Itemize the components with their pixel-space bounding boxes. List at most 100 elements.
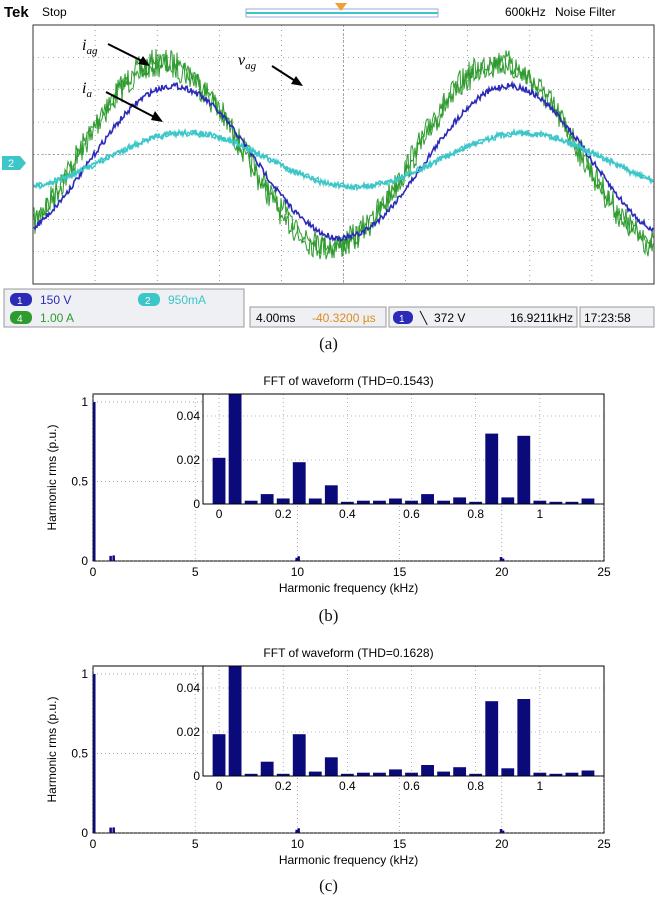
y-tick-label: 0 <box>81 826 88 840</box>
inset-bar <box>244 773 258 776</box>
inset-bar <box>324 485 338 504</box>
inset-x-tick-label: 0.8 <box>467 779 484 793</box>
label-ia: ia <box>82 80 92 100</box>
inset-bar <box>533 772 547 776</box>
inset-y-tick-label: 0 <box>193 769 200 783</box>
scope-brand: Tek <box>4 4 29 21</box>
inset-x-tick-label: 0.4 <box>339 779 356 793</box>
main-bar <box>112 827 115 833</box>
inset-bar <box>260 494 274 504</box>
inset-border <box>202 665 605 777</box>
scope-clock: 17:23:58 <box>584 311 631 325</box>
chart-title: FFT of waveform (THD=0.1543) <box>263 374 433 388</box>
x-tick-label: 25 <box>597 837 611 851</box>
inset-y-tick-label: 0.04 <box>177 409 201 423</box>
inset-bar <box>549 501 563 504</box>
label-iag: iag <box>82 37 98 57</box>
label-vag: vag <box>238 52 257 72</box>
svg-text:1: 1 <box>399 314 405 325</box>
caption-c: (c) <box>319 876 338 895</box>
inset-bar <box>437 771 451 776</box>
inset-x-tick-label: 0.6 <box>403 779 420 793</box>
main-bar <box>109 555 112 561</box>
inset-bar <box>437 500 451 504</box>
inset-bar <box>421 494 434 504</box>
main-bar <box>109 827 112 833</box>
x-tick-label: 5 <box>192 565 199 579</box>
inset-x-tick-label: 0 <box>216 779 223 793</box>
inset-bar <box>308 771 322 776</box>
inset-bar <box>517 699 531 776</box>
main-bar <box>295 557 298 561</box>
x-tick-label: 0 <box>90 837 97 851</box>
inset-bar <box>453 767 467 776</box>
inset-bar <box>212 457 226 504</box>
inset-bar <box>373 772 386 776</box>
y-tick-label: 0.5 <box>71 474 88 488</box>
y-tick-label: 0 <box>81 554 88 568</box>
inset-x-tick-label: 0.4 <box>339 507 356 521</box>
inset-bar <box>340 773 354 776</box>
fft-chart-b: FFT of waveform (THD=0.1543)0 5 10 15 20 2500… <box>45 374 611 595</box>
x-tick-label: 10 <box>291 565 305 579</box>
inset-y-tick-label: 0 <box>193 497 200 511</box>
x-tick-label: 15 <box>393 565 407 579</box>
main-bar <box>499 829 503 833</box>
inset-bar <box>324 757 338 776</box>
inset-bar <box>485 701 499 776</box>
inset-bar <box>276 773 290 776</box>
trigger-frequency: 16.9211kHz <box>510 311 573 325</box>
ch2-scale: 950mA <box>168 293 206 307</box>
caption-b: (b) <box>318 606 339 625</box>
main-bar <box>93 673 96 833</box>
timebase: 4.00ms <box>256 311 295 325</box>
main-bar <box>501 558 505 561</box>
inset-bar <box>501 497 515 504</box>
trigger-slope: ╲ <box>419 310 428 325</box>
fft-chart-c: FFT of waveform (THD=0.1628)0 5 10 15 20 2500… <box>45 646 611 867</box>
inset-bar <box>421 765 434 776</box>
x-axis-label: Harmonic frequency (kHz) <box>279 581 418 595</box>
inset-bar <box>581 770 595 776</box>
x-tick-label: 25 <box>597 565 611 579</box>
main-bar <box>297 556 300 561</box>
x-tick-label: 10 <box>291 837 305 851</box>
ch2-ground-marker <box>2 156 26 170</box>
x-axis-label: Harmonic frequency (kHz) <box>279 853 418 867</box>
x-tick-label: 20 <box>495 837 509 851</box>
inset-bar <box>405 772 418 776</box>
caption-a: (a) <box>319 334 338 353</box>
inset-border <box>202 393 605 505</box>
trigger-position-marker <box>335 3 347 11</box>
trigger-delay: -40.3200 µs <box>312 311 376 325</box>
inset-bar <box>212 734 226 776</box>
trace-vag <box>33 80 654 243</box>
inset-bar <box>356 500 370 504</box>
inset-frame <box>202 393 605 505</box>
y-axis-label: Harmonic rms (p.u.) <box>45 424 59 530</box>
inset-bar <box>244 500 258 504</box>
scope-run-state: Stop <box>42 5 67 19</box>
scope-readouts: 1 150 V 2 950mA 4 1.00 A 4.00ms -40.3200… <box>3 288 655 328</box>
main-bar <box>112 555 115 561</box>
trace-ia-band <box>33 129 654 192</box>
inset-bar <box>373 500 386 504</box>
ch4-scale: 1.00 A <box>40 311 74 325</box>
inset-y-tick-label: 0.02 <box>177 453 201 467</box>
ch1-scale: 150 V <box>40 293 71 307</box>
inset-bar <box>260 761 274 776</box>
oscilloscope-screenshot: Tek Stop 600kHz Noise Filter 2 iag ia va… <box>0 0 657 330</box>
inset-x-tick-label: 0 <box>216 507 223 521</box>
inset-bar <box>469 773 483 776</box>
x-tick-label: 5 <box>192 837 199 851</box>
inset-bar <box>389 498 402 504</box>
scope-grid <box>33 25 654 284</box>
y-axis-label: Harmonic rms (p.u.) <box>45 696 59 802</box>
scope-screen <box>32 24 655 285</box>
scope-bandwidth: 600kHz <box>505 5 546 19</box>
inset-x-tick-label: 1 <box>536 779 543 793</box>
y-tick-label: 1 <box>81 395 88 409</box>
inset-bar <box>389 769 402 776</box>
inset-bar <box>565 772 579 776</box>
inset-bar <box>276 498 290 504</box>
